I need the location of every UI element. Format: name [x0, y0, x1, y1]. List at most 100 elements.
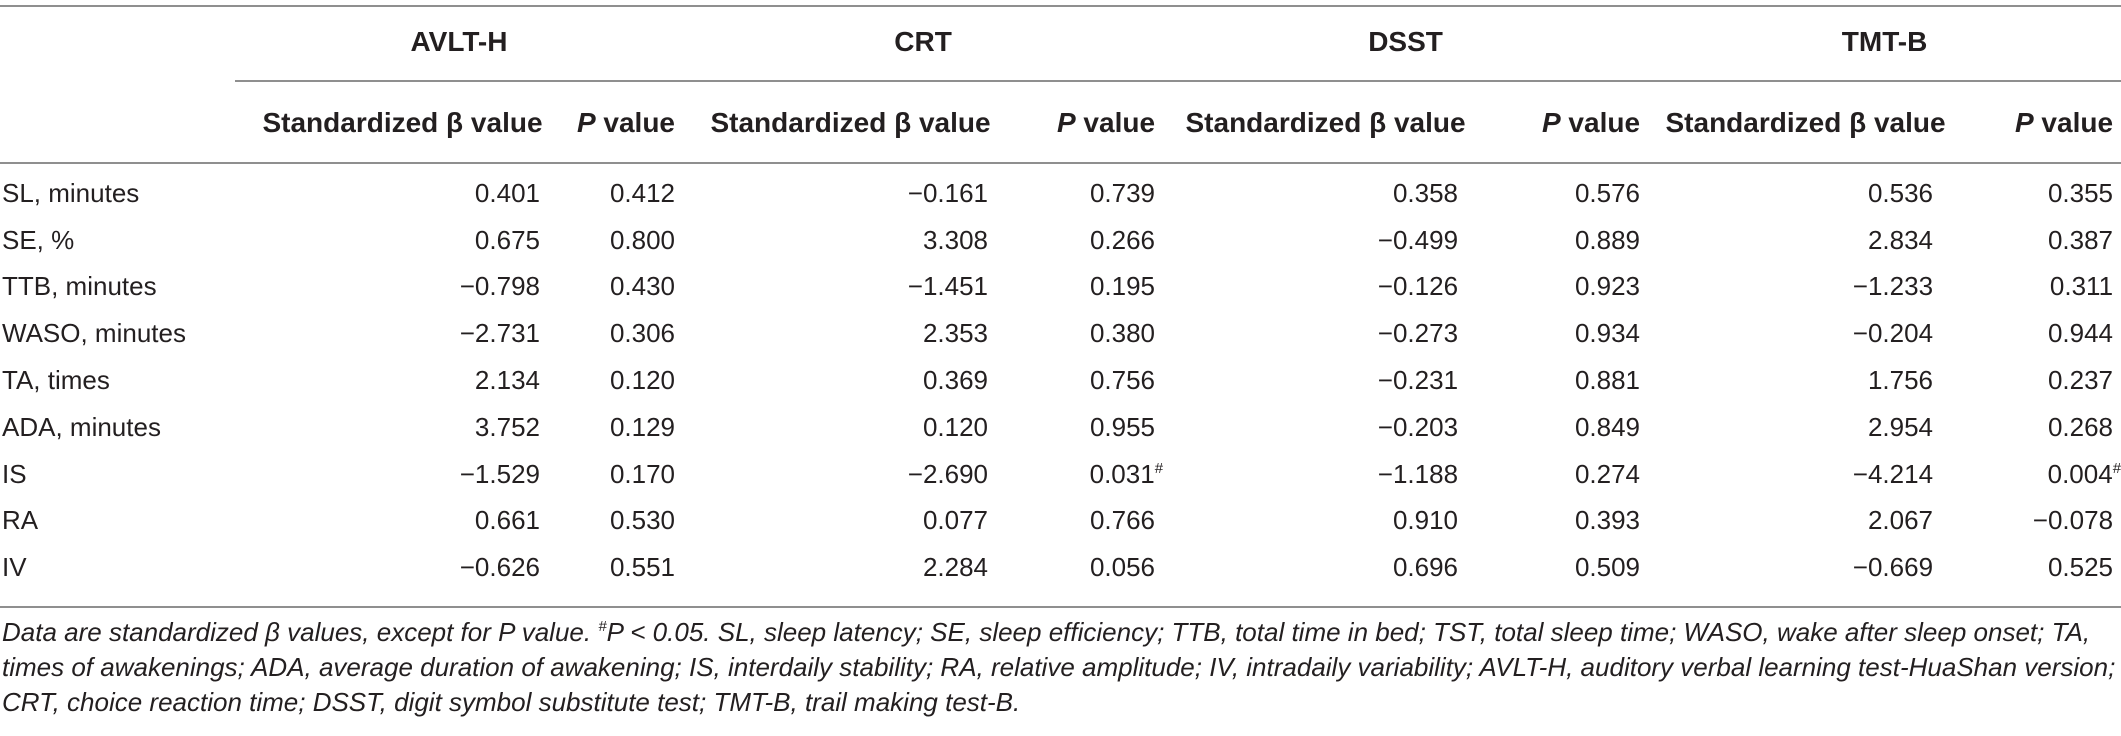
results-table: AVLT-H CRT DSST TMT-B Standardized β val…: [0, 0, 2121, 591]
row-label: RA: [2, 505, 39, 536]
beta-value-cell: −0.204: [1852, 318, 1934, 349]
p-value-cell: 0.576: [1574, 177, 1641, 208]
p-value-cell: 0.800: [609, 224, 676, 255]
beta-header: Standardized β value: [710, 107, 991, 138]
beta-value-cell: 0.910: [1392, 505, 1459, 536]
beta-value-cell: 2.134: [474, 365, 540, 396]
group-header: DSST: [1368, 26, 1443, 57]
p-value-cell: 0.274: [1574, 458, 1641, 489]
beta-value-cell: 1.756: [1867, 365, 1934, 396]
beta-value-cell: −1.451: [907, 271, 989, 302]
p-header: P value: [2014, 107, 2114, 138]
table-row: RA 0.661 0.530 0.077 0.766 0.910 0.393 2.067 −0.…: [0, 498, 2121, 545]
p-value-cell: 0.739: [1089, 177, 1156, 208]
beta-value-cell: −0.126: [1377, 271, 1459, 302]
beta-value-cell: 2.954: [1867, 411, 1934, 442]
table-row: ADA, minutes 3.752 0.129 0.120 0.955 −0.203 0.…: [0, 404, 2121, 451]
p-value-cell: 0.387: [2047, 224, 2114, 255]
table-row: TTB, minutes −0.798 0.430 −1.451 0.195 −0.126…: [0, 264, 2121, 311]
p-value-cell: 0.237: [2047, 365, 2114, 396]
p-value-cell: 0.004#: [2047, 458, 2121, 489]
beta-value-cell: 2.834: [1867, 224, 1934, 255]
beta-value-cell: −1.188: [1377, 458, 1459, 489]
group-header: AVLT-H: [410, 26, 508, 57]
sub-header-blank: [0, 84, 235, 163]
bottom-rule: [0, 606, 2121, 608]
p-value-cell: 0.530: [609, 505, 676, 536]
p-value-cell: 0.393: [1574, 505, 1641, 536]
beta-value-cell: 0.369: [922, 365, 989, 396]
row-label: IV: [2, 552, 27, 583]
top-rule: [0, 5, 2121, 7]
beta-value-cell: −2.731: [459, 318, 540, 349]
p-value-cell: 0.129: [609, 411, 676, 442]
p-value-cell: 0.380: [1089, 318, 1156, 349]
table-body: SL, minutes 0.401 0.412 −0.161 0.739 0.358 0.5…: [0, 163, 2121, 591]
row-label: IS: [2, 458, 27, 489]
beta-value-cell: −0.669: [1852, 552, 1934, 583]
table-row: IV −0.626 0.551 2.284 0.056 0.696 0.509 −0.669 0…: [0, 544, 2121, 591]
p-value-cell: 0.120: [609, 365, 676, 396]
beta-value-cell: 0.120: [922, 411, 989, 442]
p-value-cell: 0.551: [609, 552, 676, 583]
corner-cell: [0, 0, 235, 81]
beta-value-cell: 2.284: [922, 552, 989, 583]
p-value-cell: 0.170: [609, 458, 676, 489]
p-value-cell: 0.881: [1574, 365, 1641, 396]
group-underline: [1163, 80, 1649, 84]
p-value-cell: 0.195: [1089, 271, 1156, 302]
beta-value-cell: −0.626: [459, 552, 540, 583]
p-value-cell: 0.306: [609, 318, 676, 349]
beta-value-cell: −0.499: [1377, 224, 1459, 255]
p-value-cell: 0.766: [1089, 505, 1156, 536]
p-value-cell: 0.509: [1574, 552, 1641, 583]
p-value-cell: 0.849: [1574, 411, 1641, 442]
group-underline: [683, 80, 1164, 84]
p-value-cell: 0.923: [1574, 271, 1641, 302]
beta-value-cell: 2.067: [1867, 505, 1934, 536]
row-label: WASO, minutes: [2, 318, 186, 349]
beta-value-cell: 3.308: [922, 224, 989, 255]
p-header: P value: [1056, 107, 1156, 138]
beta-header: Standardized β value: [262, 107, 543, 138]
beta-value-cell: 0.358: [1392, 177, 1459, 208]
p-value-cell: 0.266: [1089, 224, 1156, 255]
footnote: Data are standardized β values, except f…: [2, 617, 2116, 717]
table-row: WASO, minutes −2.731 0.306 2.353 0.380 −0.273…: [0, 310, 2121, 357]
row-label: ADA, minutes: [2, 411, 161, 442]
beta-header: Standardized β value: [1185, 107, 1466, 138]
p-value-cell: 0.525: [2047, 552, 2114, 583]
beta-value-cell: −1.529: [459, 458, 540, 489]
row-label: SL, minutes: [2, 177, 140, 208]
p-header: P value: [1541, 107, 1641, 138]
p-value-cell: 0.268: [2047, 411, 2114, 442]
beta-value-cell: 0.661: [474, 505, 540, 536]
table-row: SE, % 0.675 0.800 3.308 0.266 −0.499 0.889 2.83…: [0, 217, 2121, 264]
row-label: TA, times: [2, 365, 110, 396]
beta-value-cell: 0.401: [474, 177, 540, 208]
table-row: TA, times 2.134 0.120 0.369 0.756 −0.231 0.881…: [0, 357, 2121, 404]
beta-value-cell: −1.233: [1852, 271, 1934, 302]
beta-value-cell: 0.675: [474, 224, 540, 255]
group-underline-row: [0, 80, 2121, 84]
beta-header: Standardized β value: [1665, 107, 1946, 138]
group-header: CRT: [894, 26, 952, 57]
beta-value-cell: 2.353: [922, 318, 989, 349]
beta-value-cell: −0.161: [907, 177, 989, 208]
p-value-cell: −0.078: [2032, 505, 2114, 536]
p-value-cell: 0.934: [1574, 318, 1641, 349]
group-underline: [1648, 80, 2121, 84]
beta-value-cell: −0.231: [1377, 365, 1459, 396]
p-header: P value: [576, 107, 676, 138]
group-header: TMT-B: [1841, 26, 1928, 57]
significance-mark: #: [2112, 459, 2121, 477]
beta-value-cell: −0.273: [1377, 318, 1459, 349]
beta-value-cell: −4.214: [1852, 458, 1934, 489]
beta-value-cell: 3.752: [474, 411, 540, 442]
beta-value-cell: 0.696: [1392, 552, 1459, 583]
significance-mark: #: [1154, 459, 1164, 477]
p-value-cell: 0.412: [609, 177, 676, 208]
group-header-row: AVLT-H CRT DSST TMT-B: [0, 0, 2121, 81]
table-row: SL, minutes 0.401 0.412 −0.161 0.739 0.358 0.5…: [0, 163, 2121, 217]
